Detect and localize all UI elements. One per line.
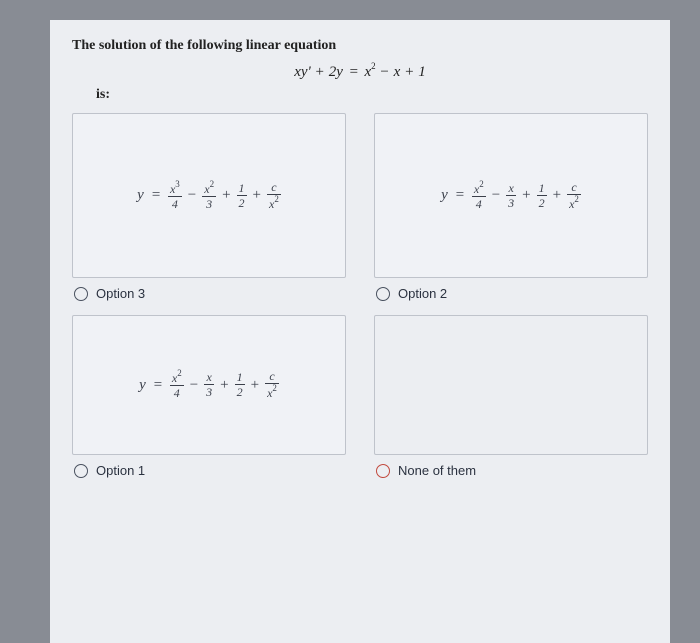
option-label-row[interactable]: Option 2 xyxy=(374,286,648,301)
question-equation: xy' + 2y = x2 − x + 1 xyxy=(72,62,648,81)
question-sheet: The solution of the following linear equ… xyxy=(50,20,670,643)
option-box xyxy=(374,315,648,455)
option-label: None of them xyxy=(398,463,476,478)
question-title: The solution of the following linear equ… xyxy=(72,38,648,54)
is-label: is: xyxy=(96,87,648,103)
option-box: y = x34 − x23 + 12 + cx2 xyxy=(72,113,346,278)
option-box: y = x24 − x3 + 12 + cx2 xyxy=(374,113,648,278)
option-cell: y = x24 − x3 + 12 + cx2 Option 1 xyxy=(72,315,346,478)
option-label: Option 3 xyxy=(96,286,145,301)
option-cell: y = x24 − x3 + 12 + cx2 Option 2 xyxy=(374,113,648,315)
option-label: Option 1 xyxy=(96,463,145,478)
option-cell: None of them xyxy=(374,315,648,478)
option-expression: y = x24 − x3 + 12 + cx2 xyxy=(441,181,581,210)
option-expression: y = x24 − x3 + 12 + cx2 xyxy=(139,370,279,399)
options-grid: y = x34 − x23 + 12 + cx2 Option 3 xyxy=(72,113,648,478)
option-expression: y = x34 − x23 + 12 + cx2 xyxy=(137,181,281,210)
option-cell: y = x34 − x23 + 12 + cx2 Option 3 xyxy=(72,113,346,315)
option-label-row[interactable]: None of them xyxy=(374,463,648,478)
option-label: Option 2 xyxy=(398,286,447,301)
radio-icon[interactable] xyxy=(74,464,88,478)
radio-icon[interactable] xyxy=(74,287,88,301)
radio-icon[interactable] xyxy=(376,287,390,301)
option-box: y = x24 − x3 + 12 + cx2 xyxy=(72,315,346,455)
radio-icon[interactable] xyxy=(376,464,390,478)
option-label-row[interactable]: Option 1 xyxy=(72,463,346,478)
option-label-row[interactable]: Option 3 xyxy=(72,286,346,301)
